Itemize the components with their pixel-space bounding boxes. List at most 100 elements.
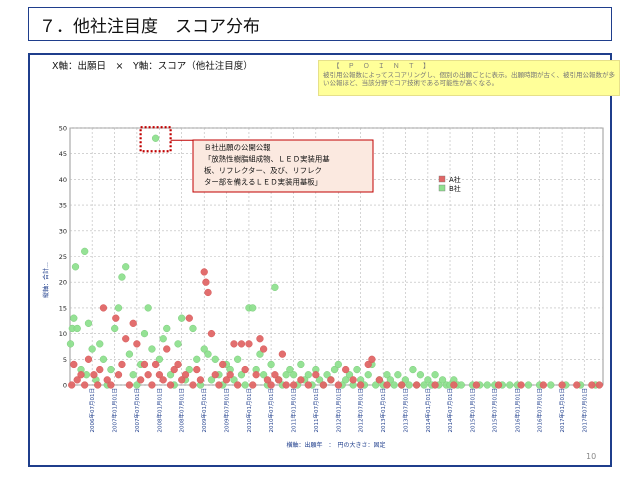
data-point-b: [420, 381, 428, 389]
data-point-b: [66, 340, 75, 348]
data-point-a: [588, 381, 596, 389]
data-point-b: [457, 381, 465, 389]
legend-swatch-b: [438, 184, 446, 192]
x-tick-label: 2012年07月01日: [357, 388, 365, 433]
page-title: ７．他社注目度 スコア分布: [39, 16, 260, 37]
data-point-a: [297, 376, 305, 384]
data-point-a: [219, 360, 227, 369]
data-point-b: [163, 324, 171, 333]
data-point-a: [383, 381, 391, 389]
data-point-b: [211, 355, 219, 363]
data-point-a: [103, 376, 111, 384]
x-tick-label: 2008年01月01日: [155, 388, 163, 433]
y-tick-label: 45: [59, 150, 67, 158]
axis-description: X軸：出願日 × Y軸：スコア（他社注目度）: [52, 61, 253, 72]
data-point-b: [96, 340, 104, 348]
data-point-a: [174, 360, 182, 369]
legend-label-a: A社: [449, 175, 461, 184]
data-point-b: [256, 350, 264, 358]
data-point-b: [431, 371, 439, 379]
data-point-b: [129, 371, 137, 379]
data-point-a: [252, 371, 260, 379]
data-point-a: [90, 371, 98, 379]
x-tick-label: 2016年01月01日: [513, 388, 521, 433]
data-point-a: [450, 381, 458, 389]
data-point-a: [94, 381, 102, 389]
data-point-a: [99, 304, 108, 312]
highlight-box: [139, 126, 172, 153]
x-tick-label: 2008年07月01日: [178, 388, 186, 433]
data-point-a: [122, 335, 130, 343]
data-point-b: [394, 371, 402, 379]
data-point-b: [364, 371, 372, 379]
x-tick-label: 2007年01月01日: [111, 388, 119, 433]
data-point-a: [375, 376, 384, 384]
x-tick-label: 2010年07月01日: [267, 388, 275, 433]
data-point-a: [278, 350, 287, 358]
data-point-a: [267, 381, 275, 389]
data-point-a: [312, 371, 320, 379]
data-point-a: [327, 376, 335, 384]
page-number: 10: [586, 452, 597, 461]
x-tick-label: 2014年01月01日: [424, 388, 432, 433]
data-point-a: [207, 329, 216, 338]
data-point-a: [494, 381, 503, 389]
data-point-a: [204, 288, 212, 297]
data-point-b: [189, 324, 197, 333]
x-tick-label: 2016年07月01日: [536, 388, 544, 433]
data-point-a: [241, 365, 249, 374]
data-point-a: [282, 381, 290, 389]
x-tick-label: 2006年07月01日: [88, 388, 96, 433]
data-point-a: [349, 376, 357, 384]
data-point-b: [207, 376, 216, 384]
data-point-a: [166, 381, 175, 389]
data-point-a: [234, 381, 242, 389]
data-point-a: [398, 381, 406, 389]
data-point-a: [289, 381, 298, 389]
x-tick-label: 2007年07月01日: [133, 388, 141, 433]
data-point-a: [259, 345, 268, 353]
y-tick-label: 50: [59, 125, 67, 133]
x-tick-label: 2009年01月01日: [200, 388, 208, 433]
data-point-a: [133, 340, 141, 348]
data-point-a: [431, 381, 439, 389]
data-point-b: [286, 365, 294, 374]
data-point-b: [386, 376, 395, 384]
x-tick-label: 2013年07月01日: [401, 388, 409, 433]
data-point-a: [129, 319, 137, 327]
callout-box: [192, 139, 374, 193]
data-point-b: [345, 371, 354, 379]
data-point-b: [70, 314, 78, 322]
data-point-a: [412, 381, 421, 389]
data-point-b: [416, 371, 425, 379]
data-point-a: [193, 365, 201, 374]
y-tick-label: 5: [63, 356, 67, 364]
data-point-b: [282, 371, 290, 379]
data-point-b: [159, 335, 167, 343]
data-point-b: [547, 381, 555, 389]
data-point-a: [263, 376, 272, 384]
data-point-a: [144, 371, 152, 379]
data-point-a: [81, 381, 89, 389]
data-point-a: [200, 268, 208, 276]
page-title-box: ７．他社注目度 スコア分布: [28, 7, 612, 41]
data-point-a: [558, 381, 566, 389]
data-point-b: [401, 376, 409, 384]
y-tick-label: 15: [59, 304, 67, 312]
data-point-b: [155, 355, 164, 363]
data-point-b: [271, 283, 279, 291]
x-tick-label: 2009年07月01日: [222, 388, 230, 433]
data-point-b: [178, 314, 186, 322]
data-point-b: [237, 371, 246, 379]
data-point-a: [163, 345, 171, 353]
data-point-b: [144, 304, 152, 312]
data-point-a: [256, 335, 264, 343]
data-point-a: [137, 376, 145, 384]
data-point-b: [148, 345, 156, 353]
data-point-a: [189, 381, 197, 389]
data-point-b: [204, 350, 212, 358]
data-point-b: [424, 376, 432, 384]
data-point-a: [202, 278, 210, 286]
data-point-a: [107, 381, 115, 389]
